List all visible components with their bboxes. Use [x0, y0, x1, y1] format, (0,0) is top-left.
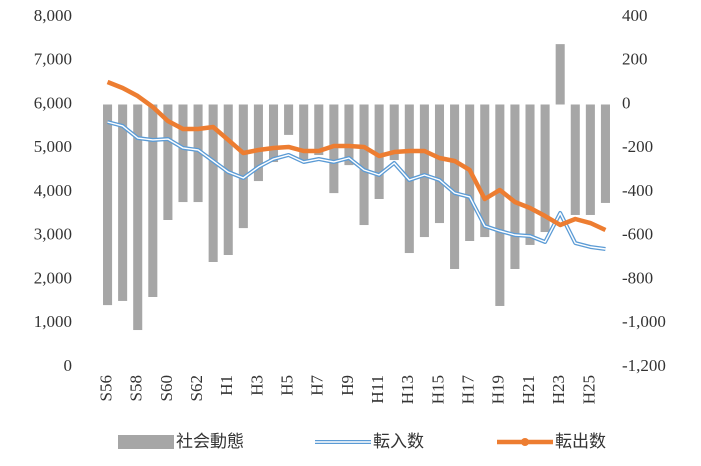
bar — [540, 104, 550, 233]
bar — [284, 104, 294, 135]
y2-tick-label: 400 — [622, 6, 648, 25]
bar — [133, 104, 143, 331]
bar — [525, 104, 535, 245]
bar — [253, 104, 263, 182]
bar — [374, 104, 384, 199]
bar — [555, 44, 565, 105]
bar — [495, 104, 505, 306]
x-tick-label: H17 — [459, 375, 478, 405]
bar — [419, 104, 429, 238]
y-tick-label: 2,000 — [34, 268, 72, 287]
y-tick-label: 8,000 — [34, 6, 72, 25]
x-tick-label: H19 — [489, 375, 508, 404]
x-tick-label: H15 — [428, 375, 447, 404]
x-tick-label: H1 — [217, 375, 236, 396]
y-tick-label: 5,000 — [34, 137, 72, 156]
legend-label: 転入数 — [373, 432, 424, 451]
line-inner — [107, 121, 606, 250]
bar — [329, 104, 339, 194]
legend-swatch — [118, 435, 174, 449]
y-tick-label: 7,000 — [34, 50, 72, 69]
bar — [389, 104, 399, 161]
x-tick-label: S56 — [96, 375, 115, 401]
y2-tick-label: -600 — [622, 225, 653, 244]
y2-tick-label: -200 — [622, 137, 653, 156]
x-tick-label: H13 — [398, 375, 417, 404]
x-tick-label: S58 — [127, 375, 146, 401]
line — [106, 79, 607, 233]
y-tick-label: 3,000 — [34, 225, 72, 244]
x-tick-label: H9 — [338, 375, 357, 396]
x-tick-label: H25 — [579, 375, 598, 404]
x-tick-label: S60 — [157, 375, 176, 401]
y2-tick-label: 200 — [622, 50, 648, 69]
y-tick-label: 6,000 — [34, 93, 72, 112]
bar — [118, 104, 128, 301]
x-tick-label: H3 — [247, 375, 266, 396]
y2-tick-label: -1,000 — [622, 312, 666, 331]
bar — [268, 104, 279, 163]
bar — [585, 104, 595, 215]
bar — [570, 104, 580, 215]
bar — [103, 104, 113, 306]
bar — [178, 104, 188, 203]
y2-tick-label: -800 — [622, 268, 653, 287]
bar — [434, 104, 445, 224]
x-tick-label: H11 — [368, 375, 387, 404]
bar — [480, 104, 490, 238]
y-tick-label: 0 — [64, 356, 73, 375]
legend-marker — [521, 438, 529, 446]
y-tick-label: 4,000 — [34, 181, 72, 200]
bar — [148, 104, 158, 297]
bar — [359, 104, 369, 226]
bar — [600, 104, 610, 203]
bar — [510, 104, 520, 269]
y2-tick-label: -400 — [622, 181, 653, 200]
bar — [450, 104, 460, 269]
x-tick-label: H7 — [308, 375, 327, 396]
y-tick-label: 1,000 — [34, 312, 72, 331]
bar — [163, 104, 173, 220]
bar — [299, 104, 309, 161]
bar — [238, 104, 248, 229]
x-tick-label: S62 — [187, 375, 206, 401]
x-tick-label: H5 — [278, 375, 297, 396]
bar — [223, 104, 233, 255]
y2-tick-label: -1,200 — [622, 356, 666, 375]
bar — [344, 104, 354, 166]
legend-label: 社会動態 — [176, 432, 244, 451]
y2-tick-label: 0 — [622, 93, 631, 112]
x-tick-label: H21 — [519, 375, 538, 404]
legend-label: 転出数 — [555, 432, 606, 451]
bar — [208, 104, 218, 262]
bar — [314, 104, 324, 156]
bar — [193, 104, 203, 203]
x-tick-label: H23 — [549, 375, 568, 404]
